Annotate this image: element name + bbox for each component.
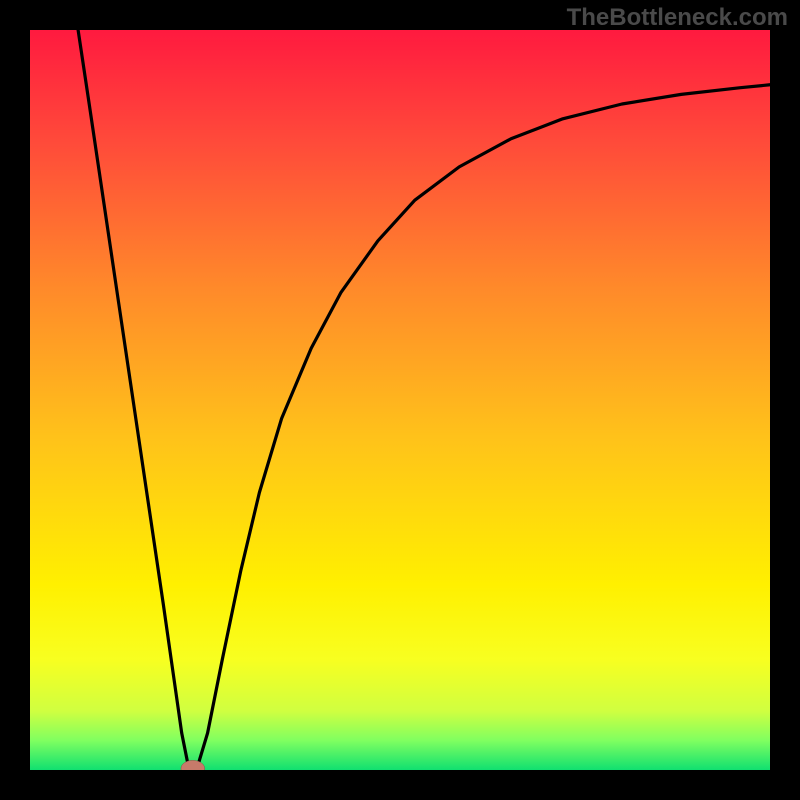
watermark-label: TheBottleneck.com	[567, 4, 788, 32]
gradient-background	[30, 30, 770, 770]
plot-area	[30, 30, 770, 770]
chart-frame: TheBottleneck.com	[0, 0, 800, 800]
bottleneck-curve-chart	[30, 30, 770, 770]
